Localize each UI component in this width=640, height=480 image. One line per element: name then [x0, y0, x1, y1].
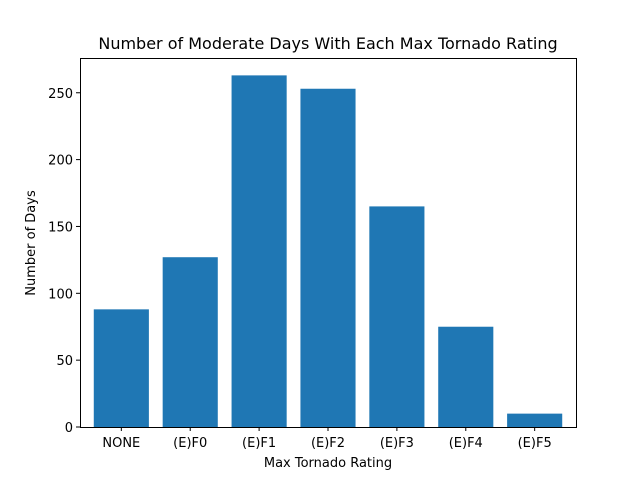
x-tick-label: (E)F0 [173, 436, 207, 451]
y-tick-label: 50 [56, 354, 73, 369]
x-tick-label: (E)F2 [311, 436, 345, 451]
bar-ef1 [231, 75, 287, 427]
x-tick-label: (E)F4 [449, 436, 483, 451]
bar-ef4 [438, 326, 494, 427]
x-tick-label: (E)F5 [518, 436, 552, 451]
x-axis-label: Max Tornado Rating [264, 456, 392, 471]
plot-frame [80, 58, 577, 428]
bar-ef0 [162, 257, 218, 427]
y-tick-label: 200 [48, 154, 73, 169]
y-axis-ticks: 0 50 100 150 200 250 [48, 87, 80, 436]
bar-ef3 [369, 206, 425, 427]
y-tick-label: 150 [48, 220, 73, 235]
chart-title: Number of Moderate Days With Each Max To… [98, 34, 557, 53]
y-tick-label: 0 [65, 421, 73, 436]
bars-group [93, 75, 563, 427]
y-axis-label: Number of Days [24, 190, 39, 296]
x-tick-label: (E)F1 [242, 436, 276, 451]
x-tick-label: NONE [102, 436, 140, 451]
bar-none [93, 309, 149, 427]
y-tick-label: 100 [48, 287, 73, 302]
x-axis-ticks: NONE (E)F0 (E)F1 (E)F2 (E)F3 (E)F4 (E)F5 [102, 427, 552, 451]
bar-ef5 [507, 413, 563, 427]
y-tick-label: 250 [48, 87, 73, 102]
bar-ef2 [300, 88, 356, 427]
x-tick-label: (E)F3 [380, 436, 414, 451]
